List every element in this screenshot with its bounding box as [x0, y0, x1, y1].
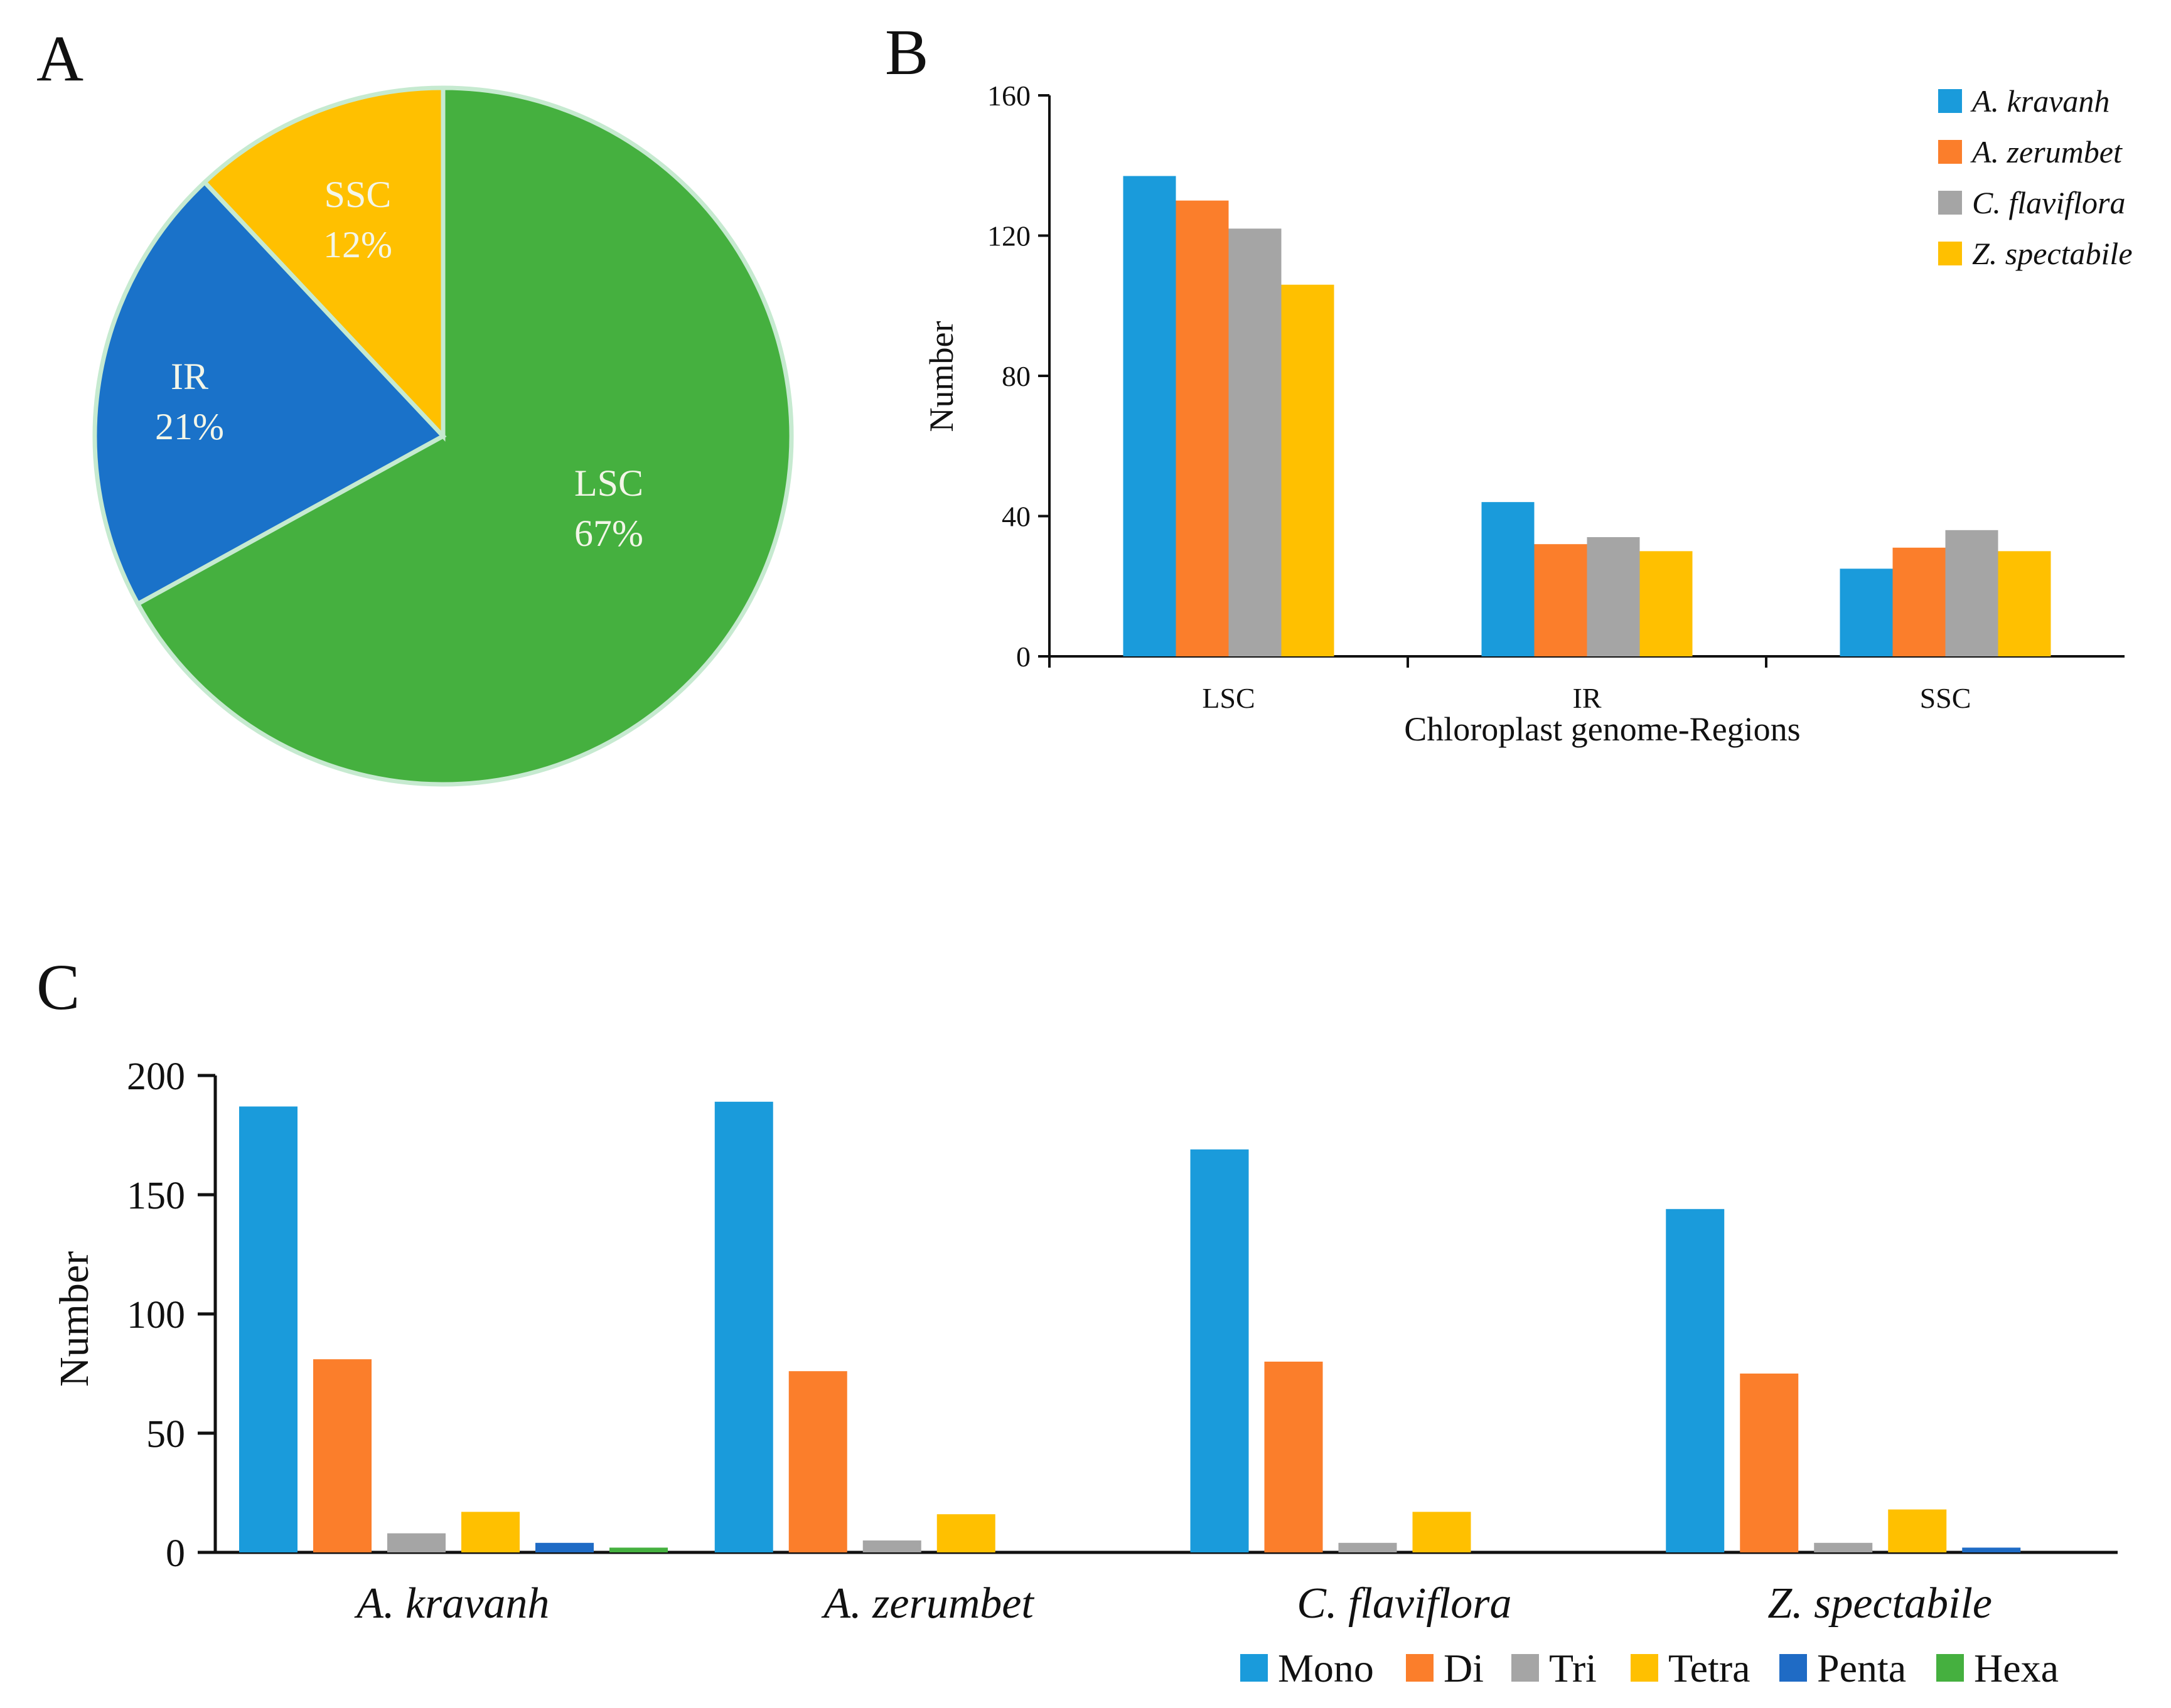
bar-a-kravanh-di: [313, 1359, 372, 1552]
legend-swatch-c-flaviflora: [1938, 191, 1962, 215]
legend-label-tetra: Tetra: [1668, 1646, 1750, 1690]
bar-z-spectabile-mono: [1666, 1209, 1725, 1552]
legend-swatch-tri: [1511, 1654, 1539, 1682]
panel-letter-a: A: [36, 23, 83, 95]
pie-percent-ssc: 12%: [323, 224, 392, 265]
legend-label-tri: Tri: [1549, 1646, 1597, 1690]
y-axis-title: Number: [51, 1251, 97, 1387]
y-axis-title: Number: [923, 321, 960, 432]
y-tick-label: 100: [127, 1294, 185, 1337]
legend-label-z-spectabile: Z. spectabile: [1972, 236, 2133, 271]
legend-label-mono: Mono: [1278, 1646, 1374, 1690]
panel-letter-c: C: [36, 951, 80, 1023]
y-tick-label: 150: [127, 1175, 185, 1217]
bar-a-kravanh-tri: [387, 1533, 446, 1552]
legend-label-a-kravanh: A. kravanh: [1970, 83, 2109, 119]
legend-swatch-a-kravanh: [1938, 89, 1962, 113]
legend-swatch-mono: [1240, 1654, 1268, 1682]
y-tick-label: 80: [1002, 360, 1031, 392]
x-tick-label: A. zerumbet: [821, 1579, 1034, 1628]
bar-z-spectabile-tetra: [1888, 1509, 1947, 1552]
x-tick-label: LSC: [1202, 682, 1255, 714]
bar-ir-a-zerumbet: [1534, 544, 1587, 656]
legend-swatch-tetra: [1631, 1654, 1658, 1682]
y-tick-label: 0: [166, 1532, 185, 1575]
y-tick-label: 40: [1002, 501, 1031, 533]
legend-swatch-hexa: [1936, 1654, 1964, 1682]
legend-swatch-penta: [1779, 1654, 1807, 1682]
bar-a-kravanh-hexa: [609, 1547, 668, 1552]
bar-lsc-a-zerumbet: [1176, 200, 1229, 656]
x-tick-label: IR: [1573, 682, 1602, 714]
legend-label-c-flaviflora: C. flaviflora: [1972, 185, 2125, 220]
bar-c-flaviflora-di: [1264, 1362, 1323, 1552]
x-tick-label: Z. spectabile: [1767, 1579, 1992, 1628]
bar-ssc-a-zerumbet: [1892, 547, 1946, 656]
legend-label-penta: Penta: [1817, 1646, 1906, 1690]
bar-chart-repeat-types: Number 0 50 100 150 200 A. kravanh A. zerumbet…: [51, 1055, 2118, 1690]
bar-a-zerumbet-di: [788, 1371, 847, 1552]
x-tick-label: A. kravanh: [354, 1579, 549, 1628]
bar-c-flaviflora-tri: [1338, 1542, 1397, 1552]
bar-ssc-z-spectabile: [1998, 551, 2051, 656]
bar-a-zerumbet-tri: [862, 1540, 921, 1552]
bar-a-kravanh-mono: [239, 1106, 298, 1552]
y-tick-label: 200: [127, 1055, 185, 1098]
bar-ir-c-flaviflora: [1587, 537, 1640, 656]
legend-label-hexa: Hexa: [1974, 1646, 2059, 1690]
x-tick-label: SSC: [1920, 682, 1971, 714]
y-tick-label: 50: [146, 1413, 185, 1456]
y-tick-label: 0: [1016, 641, 1031, 673]
bar-a-zerumbet-tetra: [936, 1514, 995, 1552]
bar-z-spectabile-penta: [1962, 1547, 2021, 1552]
legend-swatch-a-zerumbet: [1938, 140, 1962, 164]
pie-percent-ir: 21%: [155, 406, 224, 447]
bar-z-spectabile-tri: [1814, 1542, 1873, 1552]
bar-a-kravanh-tetra: [461, 1512, 520, 1552]
bar-ssc-a-kravanh: [1840, 568, 1893, 656]
bar-c-flaviflora-tetra: [1412, 1512, 1471, 1552]
y-tick-label: 160: [987, 80, 1031, 112]
legend-label-di: Di: [1444, 1646, 1484, 1690]
legend-label-a-zerumbet: A. zerumbet: [1970, 134, 2123, 169]
bar-z-spectabile-di: [1740, 1374, 1799, 1552]
pie-percent-lsc: 67%: [574, 513, 643, 554]
x-tick-label: C. flaviflora: [1297, 1579, 1511, 1628]
bar-lsc-a-kravanh: [1123, 176, 1176, 656]
legend-swatch-z-spectabile: [1938, 242, 1962, 265]
x-axis-title: Chloroplast genome-Regions: [1404, 710, 1800, 748]
bar-chart-regions: Number Chloroplast genome-Regions 0 40 80 1…: [923, 80, 2133, 748]
bar-c-flaviflora-mono: [1190, 1149, 1249, 1552]
bar-ir-z-spectabile: [1639, 551, 1693, 656]
pie-label-lsc: LSC: [574, 462, 643, 504]
bar-ir-a-kravanh: [1481, 502, 1535, 656]
panel-letter-b: B: [885, 16, 928, 88]
bar-a-kravanh-penta: [535, 1542, 594, 1552]
pie-label-ssc: SSC: [324, 174, 392, 215]
bar-a-zerumbet-mono: [714, 1101, 773, 1552]
legend-swatch-di: [1406, 1654, 1434, 1682]
bar-ssc-c-flaviflora: [1945, 530, 1998, 656]
pie-slice-ir: [92, 179, 447, 607]
pie-label-ir: IR: [171, 356, 208, 397]
pie-slice-ssc: [201, 85, 446, 442]
pie-chart: LSC 67% IR 21% SSC 12%: [92, 85, 794, 787]
bar-lsc-c-flaviflora: [1228, 228, 1282, 656]
pie-slice-lsc: [134, 85, 794, 787]
y-tick-label: 120: [987, 220, 1031, 252]
bar-lsc-z-spectabile: [1281, 284, 1334, 657]
